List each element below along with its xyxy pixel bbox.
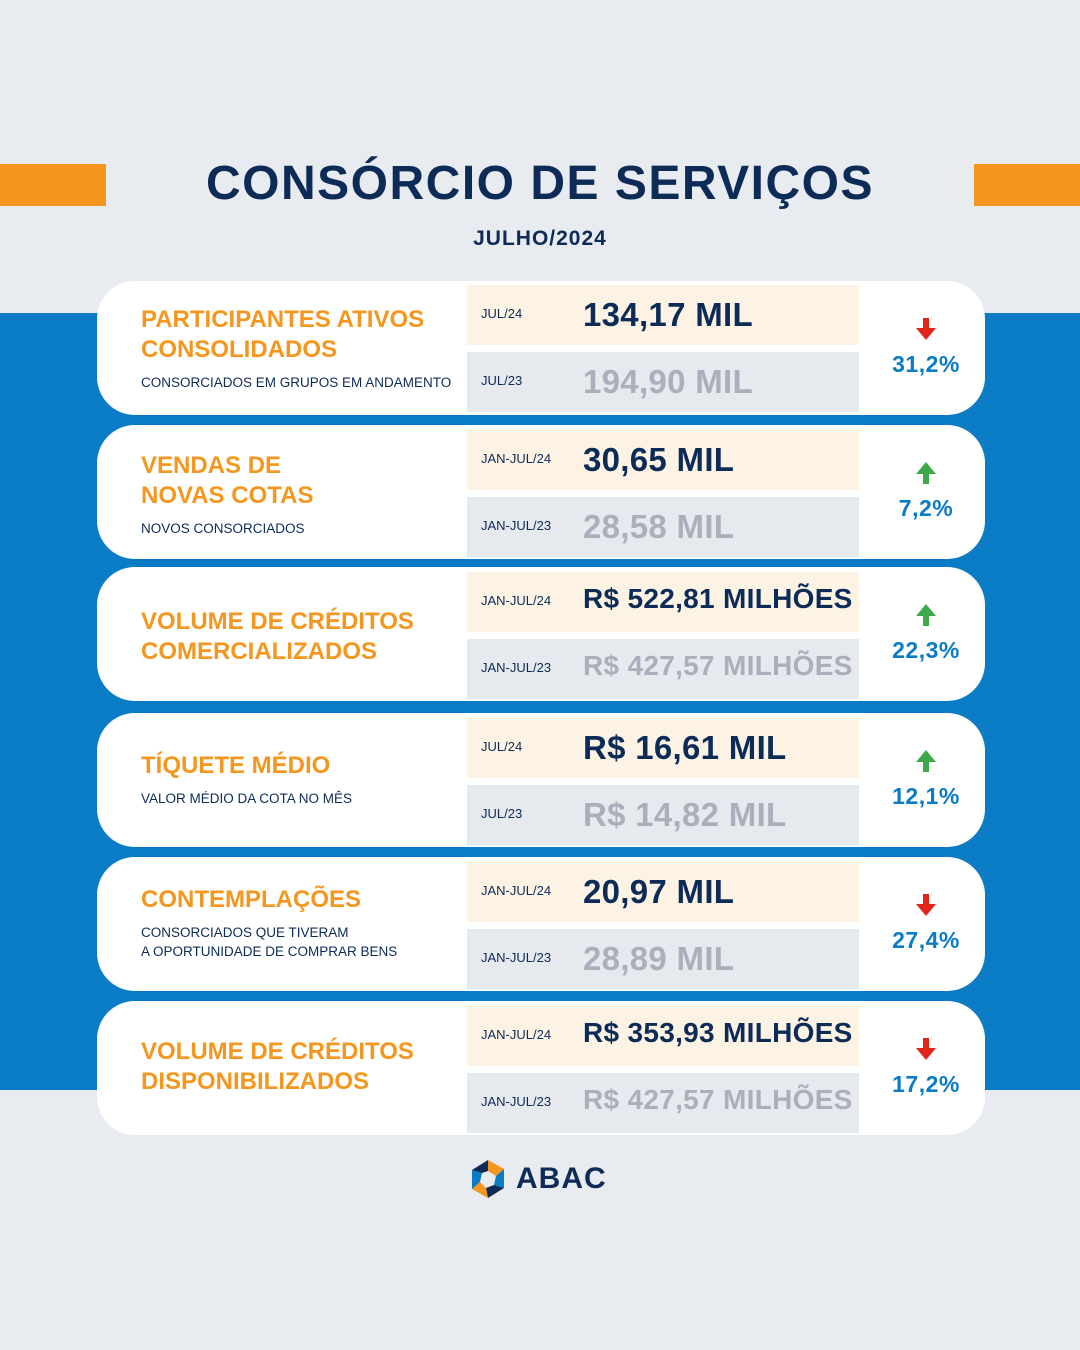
current-period-row: JAN-JUL/24 30,65 MIL xyxy=(467,430,859,490)
change-percent: 12,1% xyxy=(892,783,960,809)
arrow-down-icon xyxy=(867,317,985,343)
metric-title: VOLUME DE CRÉDITOS COMERCIALIZADOS xyxy=(141,608,414,665)
change-percent: 7,2% xyxy=(898,495,954,521)
orange-accent-bar-right xyxy=(974,164,1080,206)
current-period-label: JAN-JUL/24 xyxy=(481,883,552,898)
metric-card: VOLUME DE CRÉDITOS DISPONIBILIZADOS JAN-J… xyxy=(97,1001,985,1135)
metric-description: CONSORCIADOS EM GRUPOS EM ANDAMENTO xyxy=(141,375,452,390)
metric-label: CONTEMPLAÇÕES CONSORCIADOS QUE TIVERAM A … xyxy=(141,885,461,961)
previous-period-row: JAN-JUL/23 R$ 427,57 MILHÕES xyxy=(467,1073,859,1133)
current-value: 20,97 MIL xyxy=(583,873,735,910)
metric-label: VOLUME DE CRÉDITOS DISPONIBILIZADOS xyxy=(141,1037,461,1105)
current-value: 30,65 MIL xyxy=(583,441,735,478)
metric-description: CONSORCIADOS QUE TIVERAM A OPORTUNIDADE … xyxy=(141,925,398,959)
previous-period-row: JUL/23 R$ 14,82 MIL xyxy=(467,785,859,845)
current-period-label: JAN-JUL/24 xyxy=(481,451,552,466)
metric-label: VOLUME DE CRÉDITOS COMERCIALIZADOS xyxy=(141,607,461,675)
previous-period-row: JAN-JUL/23 28,89 MIL xyxy=(467,929,859,989)
current-value: R$ 353,93 MILHÕES xyxy=(583,1017,853,1048)
page-title: CONSÓRCIO DE SERVIÇOS xyxy=(205,157,875,210)
metric-title: TÍQUETE MÉDIO xyxy=(141,752,331,779)
previous-period-row: JAN-JUL/23 28,58 MIL xyxy=(467,497,859,557)
previous-value: 28,89 MIL xyxy=(583,940,735,977)
previous-period-row: JAN-JUL/23 R$ 427,57 MILHÕES xyxy=(467,639,859,699)
metric-label: PARTICIPANTES ATIVOS CONSOLIDADOS CONSORC… xyxy=(141,305,461,392)
metric-description: VALOR MÉDIO DA COTA NO MÊS xyxy=(141,791,353,806)
metric-card: VENDAS DE NOVAS COTAS NOVOS CONSORCIADOS J… xyxy=(97,425,985,559)
change-percent: 31,2% xyxy=(892,351,960,377)
change-indicator: 31,2% xyxy=(867,281,985,415)
previous-value: 194,90 MIL xyxy=(583,363,753,400)
previous-period-label: JAN-JUL/23 xyxy=(481,1094,552,1109)
orange-accent-bar-left xyxy=(0,164,106,206)
metric-card: PARTICIPANTES ATIVOS CONSOLIDADOS CONSORC… xyxy=(97,281,985,415)
arrow-up-icon xyxy=(867,603,985,629)
metric-card: CONTEMPLAÇÕES CONSORCIADOS QUE TIVERAM A … xyxy=(97,857,985,991)
metric-label: VENDAS DE NOVAS COTAS NOVOS CONSORCIADOS xyxy=(141,451,461,538)
current-period-row: JAN-JUL/24 20,97 MIL xyxy=(467,862,859,922)
abac-logo-icon xyxy=(472,1160,504,1198)
change-percent: 27,4% xyxy=(892,927,960,953)
previous-period-label: JAN-JUL/23 xyxy=(481,950,552,965)
previous-period-row: JUL/23 194,90 MIL xyxy=(467,352,859,412)
metric-title: PARTICIPANTES ATIVOS CONSOLIDADOS xyxy=(141,306,425,363)
current-value: 134,17 MIL xyxy=(583,296,753,333)
current-value: R$ 16,61 MIL xyxy=(583,729,787,766)
metric-label: TÍQUETE MÉDIO VALOR MÉDIO DA COTA NO MÊS xyxy=(141,751,461,808)
previous-value: R$ 14,82 MIL xyxy=(583,796,787,833)
current-period-label: JUL/24 xyxy=(481,739,523,754)
previous-value: R$ 427,57 MILHÕES xyxy=(583,1084,853,1115)
current-period-label: JUL/24 xyxy=(481,306,523,321)
metric-title: CONTEMPLAÇÕES xyxy=(141,886,362,913)
page-subtitle: JULHO/2024 xyxy=(473,227,607,250)
previous-value: R$ 427,57 MILHÕES xyxy=(583,650,853,681)
logo-text: ABAC xyxy=(516,1162,607,1195)
arrow-up-icon xyxy=(867,749,985,775)
change-percent: 22,3% xyxy=(892,637,960,663)
previous-period-label: JUL/23 xyxy=(481,373,523,388)
arrow-down-icon xyxy=(867,1037,985,1063)
metric-card: TÍQUETE MÉDIO VALOR MÉDIO DA COTA NO MÊS J… xyxy=(97,713,985,847)
current-period-row: JUL/24 R$ 16,61 MIL xyxy=(467,718,859,778)
previous-period-label: JAN-JUL/23 xyxy=(481,660,552,675)
current-period-row: JAN-JUL/24 R$ 522,81 MILHÕES xyxy=(467,572,859,632)
previous-value: 28,58 MIL xyxy=(583,508,735,545)
change-indicator: 7,2% xyxy=(867,425,985,559)
metric-description: NOVOS CONSORCIADOS xyxy=(141,521,305,536)
change-percent: 17,2% xyxy=(892,1071,960,1097)
change-indicator: 17,2% xyxy=(867,1001,985,1135)
change-indicator: 22,3% xyxy=(867,567,985,701)
arrow-up-icon xyxy=(867,461,985,487)
previous-period-label: JAN-JUL/23 xyxy=(481,518,552,533)
previous-period-label: JUL/23 xyxy=(481,806,523,821)
metric-title: VENDAS DE NOVAS COTAS xyxy=(141,452,314,509)
arrow-down-icon xyxy=(867,893,985,919)
change-indicator: 12,1% xyxy=(867,713,985,847)
metric-title: VOLUME DE CRÉDITOS DISPONIBILIZADOS xyxy=(141,1038,414,1095)
metric-card: VOLUME DE CRÉDITOS COMERCIALIZADOS JAN-JU… xyxy=(97,567,985,701)
current-period-row: JUL/24 134,17 MIL xyxy=(467,285,859,345)
current-period-row: JAN-JUL/24 R$ 353,93 MILHÕES xyxy=(467,1006,859,1066)
current-value: R$ 522,81 MILHÕES xyxy=(583,583,853,614)
current-period-label: JAN-JUL/24 xyxy=(481,593,552,608)
change-indicator: 27,4% xyxy=(867,857,985,991)
current-period-label: JAN-JUL/24 xyxy=(481,1027,552,1042)
